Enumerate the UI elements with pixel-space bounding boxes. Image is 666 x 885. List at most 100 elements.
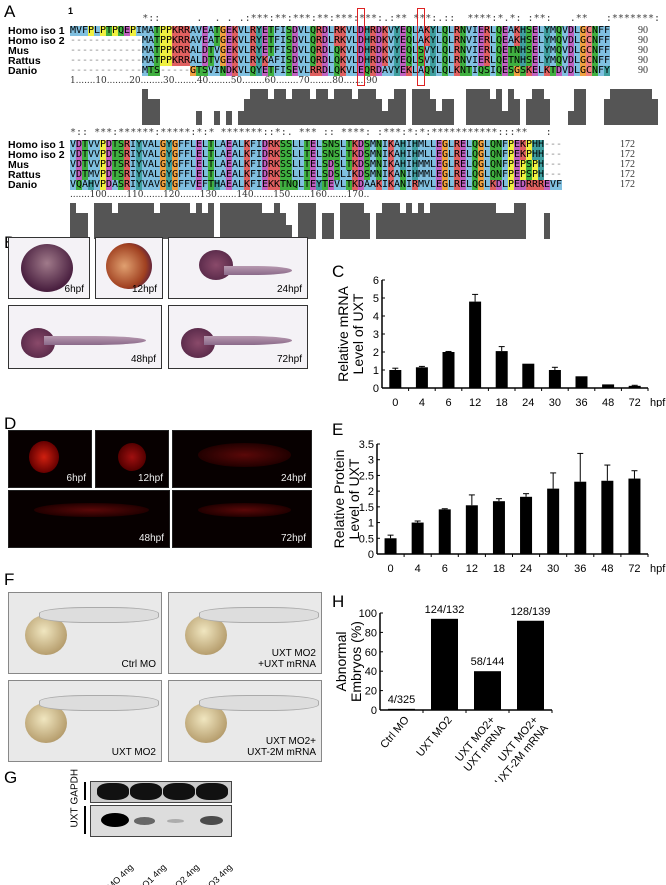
sequence-end-number: 90 [638,35,648,46]
embryo-image: UXT MO2 [8,680,162,762]
y-axis-label: Relative mRNA [335,286,351,382]
uxt-band [101,813,129,827]
bar [522,363,535,388]
conservation-histogram [70,89,658,125]
y-axis-label: Embryos (%) [348,621,364,702]
embryo-image: 48hpf [8,305,162,369]
sequence-name: Danio [8,179,38,191]
embryo-image: UXT MO2+ UXT-2M mRNA [168,680,322,762]
alignment-start-number: 1 [68,6,74,16]
x-tick-label: 12 [466,563,478,575]
image-caption: 72hpf [276,354,302,365]
y-tick-label: 2.5 [359,470,374,482]
x-tick-label: UXT MO2 [414,714,454,759]
data-label: 58/144 [471,656,505,668]
y-tick-label: 5 [373,293,379,305]
x-tick-label: 36 [574,563,586,575]
sequence-end-number: 90 [638,25,648,36]
embryo-image: 12hpf [95,430,169,488]
image-caption: 72hpf [280,533,306,544]
sequence-row: MVFPLPTPQEPIMATPPKRRAVEATGEKVLRYETFISDVL… [70,25,611,36]
y-axis-label: Abnormal [333,632,349,692]
panel-label-h: H [332,592,345,611]
embryo-image: 6hpf [8,430,92,488]
panel-label-g: G [4,768,18,787]
bar [492,501,505,554]
y-tick-label: 3.5 [359,439,374,451]
y-tick-label: 1 [368,518,374,530]
data-label: 124/132 [425,604,465,616]
y-tick-label: 0 [371,705,377,717]
y-tick-label: 1.5 [359,502,374,514]
highlight-box [417,8,425,86]
bar [628,478,641,554]
image-caption: 12hpf [131,284,157,295]
x-tick-label: 12 [469,397,481,407]
x-tick-label: Ctrl MO [378,714,412,751]
data-label: 4/325 [388,694,416,706]
y-tick-label: 1 [373,365,379,377]
image-caption: 48hpf [138,533,164,544]
sequence-row: ------------MTS-----GTSVINDKVLQYETFISEVL… [70,65,611,76]
bar [388,708,415,710]
y-tick-label: 2 [368,486,374,498]
image-caption: UXT MO2 [111,747,156,758]
image-caption: 24hpf [280,473,306,484]
uxt-band [167,819,184,824]
y-tick-label: 3 [368,455,374,467]
x-tick-label: 18 [493,563,505,575]
data-label: 128/139 [511,606,551,618]
sequence-name: Homo iso 2 [8,149,65,161]
position-ruler: 1.......10........20........30........40… [70,76,378,86]
x-tick-label: 0 [392,397,398,407]
bar [575,376,588,388]
sequence-row: ------------MATPPKRRALDTVGEKVLRYETFISDVL… [70,45,611,56]
y-axis-label: Level of UXT [346,458,362,539]
lane-label: Ctrl MO 4ng [93,862,136,885]
bar [415,367,428,388]
y-tick-label: 3 [373,329,379,341]
sequence-name: Homo iso 1 [8,25,65,37]
bar [495,351,508,388]
gapdh-band [163,783,195,800]
y-tick-label: 100 [359,608,377,620]
bar [574,481,587,554]
x-tick-label: 24 [520,563,532,575]
sequence-name: Mus [8,45,29,57]
chart-e-protein: 0 0.5 1 1.5 2 2.5 3 3.5 Relative Protein Level of… [331,439,666,575]
sequence-row: VDTVVPDTSRIYVALGYGFFLELTLAEALKFIDRKSSLLT… [70,139,563,150]
y-tick-label: 0.5 [359,533,374,545]
bar [469,301,482,388]
sequence-end-number: 90 [638,55,648,66]
bar [411,522,424,554]
y-tick-label: 0 [368,549,374,561]
bar [601,480,614,554]
blot-row-label: UXT [69,807,81,828]
image-caption: 12hpf [137,473,163,484]
panel-label-e: E [332,420,344,439]
embryo-image: Ctrl MO [8,592,162,674]
y-tick-label: 40 [365,666,377,678]
bar [384,538,397,554]
embryo-image: 12hpf [95,237,163,299]
bar [548,370,561,388]
sequence-end-number: 172 [620,179,635,190]
x-unit-label: hpf [650,563,666,575]
bar [520,496,533,554]
x-tick-label: 72 [629,397,641,407]
y-axis-label: Relative Protein [331,450,347,549]
x-tick-label: 30 [547,563,559,575]
highlight-box [357,8,365,86]
embryo-image: UXT MO2 +UXT mRNA [168,592,322,674]
uxt-band [134,816,156,825]
y-tick-label: 4 [373,311,379,323]
sequence-end-number: 172 [620,139,635,150]
image-caption: UXT MO2 +UXT mRNA [258,648,316,670]
gapdh-band [97,783,129,800]
sequence-row: ------------MATPPKRRAVEATGEKVLRYETFISDVL… [70,35,611,46]
chart-h-abnormal: 0 20 40 60 80 100 Abnormal Embryos (%) 4/325 Ctrl… [333,604,553,782]
x-unit-label: hpf [650,397,666,407]
consensus-line: *:: ***:******:*****:*:* *******::*:. **… [70,127,552,138]
sequence-row: VQAHVPDASRIYVAVGYGFFVEFTHAEALKFIEKKTNQLT… [70,179,563,190]
